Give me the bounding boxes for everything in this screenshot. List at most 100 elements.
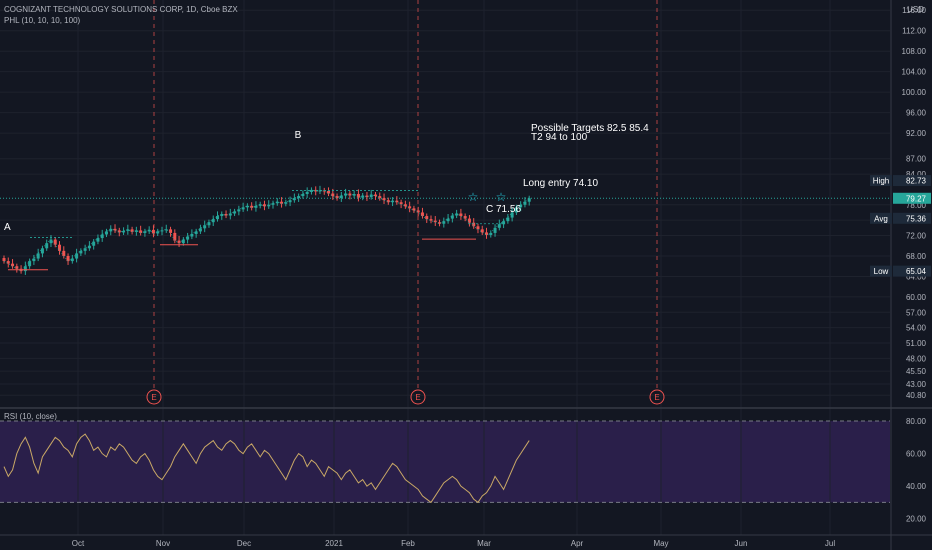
time-tick-label: 2021 — [325, 539, 343, 548]
candle — [485, 232, 489, 235]
candle — [502, 221, 506, 225]
price-tick-label: 43.00 — [906, 380, 927, 389]
candle — [331, 193, 335, 197]
earnings-marker-label: E — [415, 393, 420, 402]
earnings-marker[interactable] — [649, 389, 665, 405]
candle — [122, 230, 126, 233]
low-badge-value-box — [893, 265, 931, 277]
time-tick-label: Feb — [401, 539, 415, 548]
candle — [438, 222, 442, 224]
targets-label: Possible Targets 82.5 85.4 — [531, 123, 649, 134]
candle — [373, 194, 377, 197]
candle — [6, 261, 10, 264]
candle — [258, 204, 262, 206]
candle — [267, 204, 271, 207]
rsi-band — [0, 421, 890, 503]
price-tick-label: 108.00 — [902, 47, 927, 56]
candle — [305, 191, 309, 195]
rsi-label: RSI (10, close) — [4, 412, 57, 421]
candle — [262, 204, 266, 207]
candle — [23, 266, 27, 272]
candle — [190, 233, 194, 237]
candle — [2, 258, 6, 262]
candle — [75, 253, 79, 259]
candle — [442, 221, 446, 224]
earnings-marker-label: E — [654, 393, 659, 402]
last-price-badge-value-box — [893, 192, 931, 204]
low-badge-value: 65.04 — [906, 267, 927, 276]
price-tick-label: 45.50 — [906, 367, 927, 376]
price-tick-label: 57.00 — [906, 308, 927, 317]
candle — [327, 190, 331, 194]
candle — [433, 220, 437, 223]
candle — [11, 263, 15, 267]
candle — [113, 228, 117, 231]
candle — [356, 194, 360, 198]
candle — [134, 230, 138, 232]
candle — [318, 190, 322, 192]
high-badge-tag-label: High — [873, 177, 889, 186]
candle — [497, 224, 501, 228]
candle — [245, 205, 249, 208]
candle — [425, 216, 429, 220]
candle — [156, 231, 160, 234]
low-badge-tag-label: Low — [874, 267, 889, 276]
candle — [53, 239, 57, 245]
candle — [143, 231, 147, 233]
candle — [446, 218, 450, 222]
candle — [233, 211, 237, 214]
candle — [169, 229, 173, 233]
candle — [109, 228, 113, 232]
price-tick-label: 112.00 — [902, 27, 926, 36]
avg-badge-value: 75.36 — [906, 214, 927, 223]
chart-title: COGNIZANT TECHNOLOGY SOLUTIONS CORP, 1D,… — [4, 5, 238, 14]
time-tick-label: Jun — [735, 539, 748, 548]
high-badge-value: 82.73 — [906, 177, 927, 186]
time-tick-label: Apr — [571, 539, 584, 548]
last-price-badge-value: 79.27 — [906, 194, 927, 203]
candle — [198, 228, 202, 232]
candle — [391, 200, 395, 203]
price-tick-label: 84.00 — [906, 170, 927, 179]
candle — [489, 232, 493, 235]
candle — [348, 193, 352, 196]
time-tick-label: Oct — [72, 539, 85, 548]
candle — [322, 190, 326, 192]
candle — [160, 230, 164, 232]
earnings-marker[interactable] — [146, 389, 162, 405]
price-tick-label: 87.00 — [906, 155, 927, 164]
candle — [378, 196, 382, 199]
candle — [92, 241, 96, 246]
candle — [203, 225, 207, 229]
candle — [395, 200, 399, 203]
price-tick-label: 64.00 — [906, 272, 927, 281]
avg-badge-tag — [870, 212, 892, 224]
candle — [177, 240, 181, 244]
candle — [104, 231, 108, 235]
price-tick-label: 104.00 — [902, 68, 927, 77]
time-tick-label: Nov — [156, 539, 170, 548]
candle — [220, 213, 224, 217]
candle — [186, 236, 190, 240]
candle — [527, 198, 531, 202]
trend-line — [3, 189, 530, 272]
avg-badge-tag-label: Avg — [874, 214, 888, 223]
candle — [237, 209, 241, 212]
candle — [62, 250, 66, 256]
candle — [463, 216, 467, 219]
price-tick-label: 40.80 — [906, 391, 927, 400]
candle — [45, 243, 49, 249]
currency-label: USD — [907, 5, 924, 14]
candle — [28, 261, 32, 267]
time-tick-label: Dec — [237, 539, 251, 548]
indicator-label: PHL (10, 10, 10, 100) — [4, 16, 81, 25]
candle — [126, 229, 130, 231]
star-icon: ☆ — [468, 190, 479, 204]
avg-badge-value-box — [893, 212, 931, 224]
price-tick-label: 60.00 — [906, 293, 927, 302]
candle — [83, 248, 87, 251]
earnings-marker[interactable] — [410, 389, 426, 405]
candle — [211, 219, 215, 223]
target2-label: T2 94 to 100 — [531, 132, 588, 143]
